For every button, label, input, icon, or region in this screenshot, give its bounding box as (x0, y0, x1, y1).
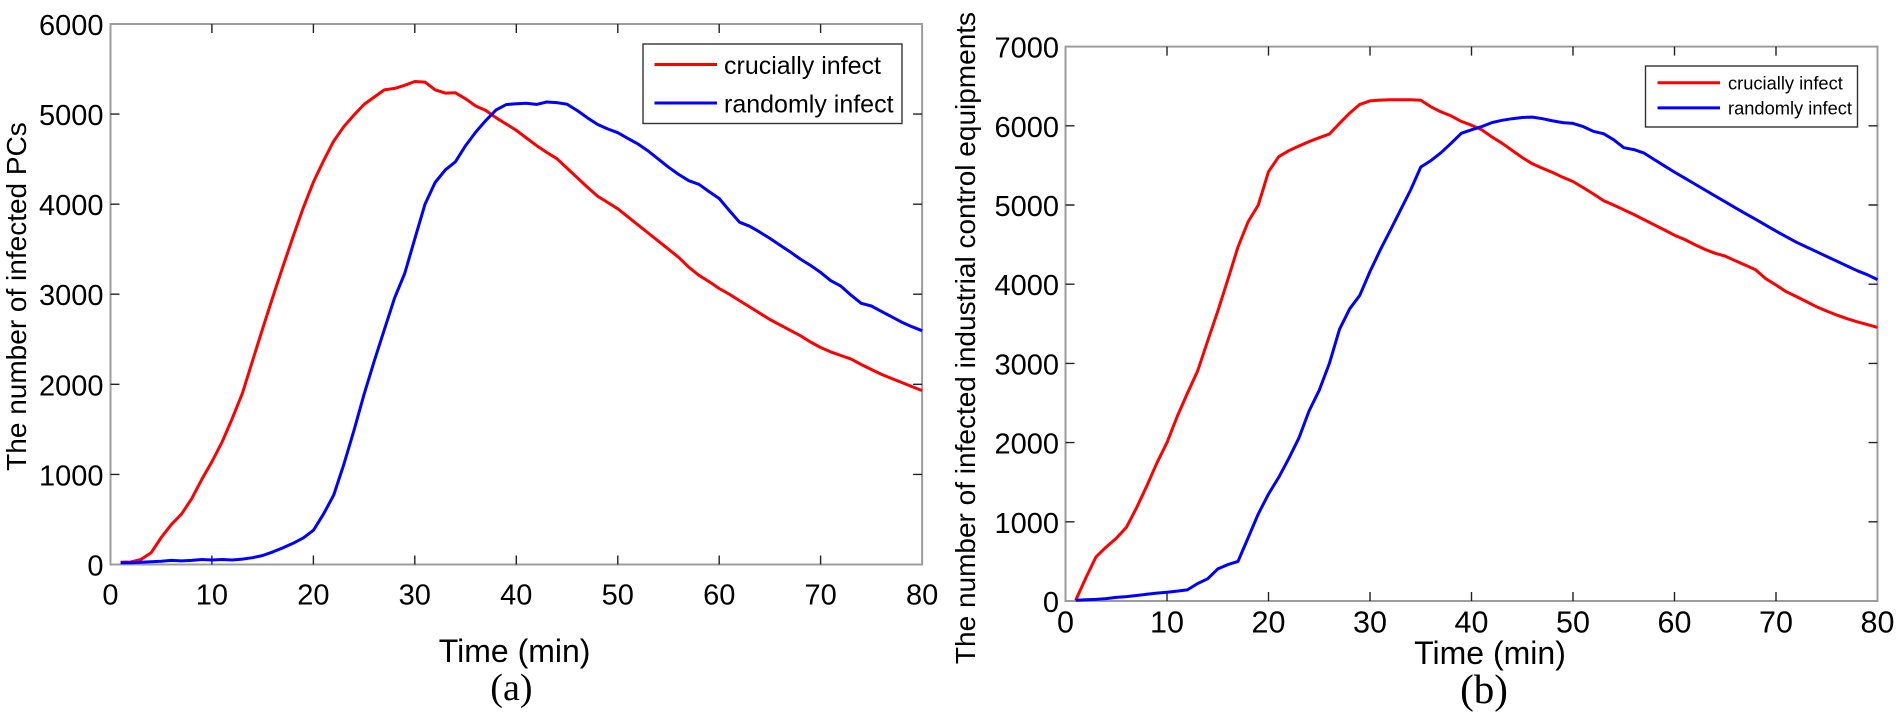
svg-text:20: 20 (1252, 605, 1286, 639)
svg-text:3000: 3000 (39, 280, 104, 312)
svg-text:60: 60 (703, 580, 735, 612)
svg-text:10: 10 (1150, 605, 1184, 639)
svg-text:30: 30 (399, 580, 431, 612)
svg-text:randomly infect: randomly infect (1728, 98, 1852, 119)
svg-text:7000: 7000 (994, 33, 1059, 65)
svg-text:1000: 1000 (994, 508, 1059, 540)
svg-text:40: 40 (1455, 605, 1489, 639)
svg-text:2000: 2000 (39, 370, 104, 402)
svg-text:30: 30 (1353, 605, 1387, 639)
svg-text:80: 80 (1861, 605, 1895, 639)
svg-text:70: 70 (804, 580, 836, 612)
svg-text:70: 70 (1759, 605, 1793, 639)
svg-text:The number of infected industr: The number of infected industrial contro… (950, 12, 981, 664)
svg-text:crucially infect: crucially infect (724, 52, 881, 80)
svg-text:4000: 4000 (39, 190, 104, 222)
svg-text:10: 10 (196, 580, 228, 612)
svg-text:3000: 3000 (994, 349, 1059, 381)
svg-text:40: 40 (500, 580, 532, 612)
svg-text:50: 50 (602, 580, 634, 612)
svg-text:crucially infect: crucially infect (1728, 72, 1843, 93)
svg-text:0: 0 (1043, 587, 1059, 619)
svg-text:80: 80 (906, 580, 938, 612)
svg-text:60: 60 (1658, 605, 1692, 639)
svg-text:5000: 5000 (994, 191, 1059, 223)
svg-text:5000: 5000 (39, 100, 104, 132)
svg-text:0: 0 (1057, 605, 1074, 639)
svg-text:(b): (b) (1460, 666, 1508, 712)
svg-text:20: 20 (297, 580, 329, 612)
svg-text:0: 0 (102, 580, 118, 612)
svg-text:The number of infected PCs: The number of infected PCs (1, 122, 32, 471)
svg-text:6000: 6000 (39, 10, 104, 42)
svg-text:Time (min): Time (min) (439, 633, 591, 669)
svg-text:50: 50 (1556, 605, 1590, 639)
svg-text:randomly infect: randomly infect (724, 91, 894, 119)
svg-text:0: 0 (87, 551, 103, 583)
svg-text:4000: 4000 (994, 270, 1059, 302)
svg-text:(a): (a) (490, 667, 532, 709)
svg-text:6000: 6000 (994, 112, 1059, 144)
svg-text:1000: 1000 (39, 460, 104, 492)
svg-text:2000: 2000 (994, 429, 1059, 461)
svg-text:Time (min): Time (min) (1414, 635, 1566, 671)
